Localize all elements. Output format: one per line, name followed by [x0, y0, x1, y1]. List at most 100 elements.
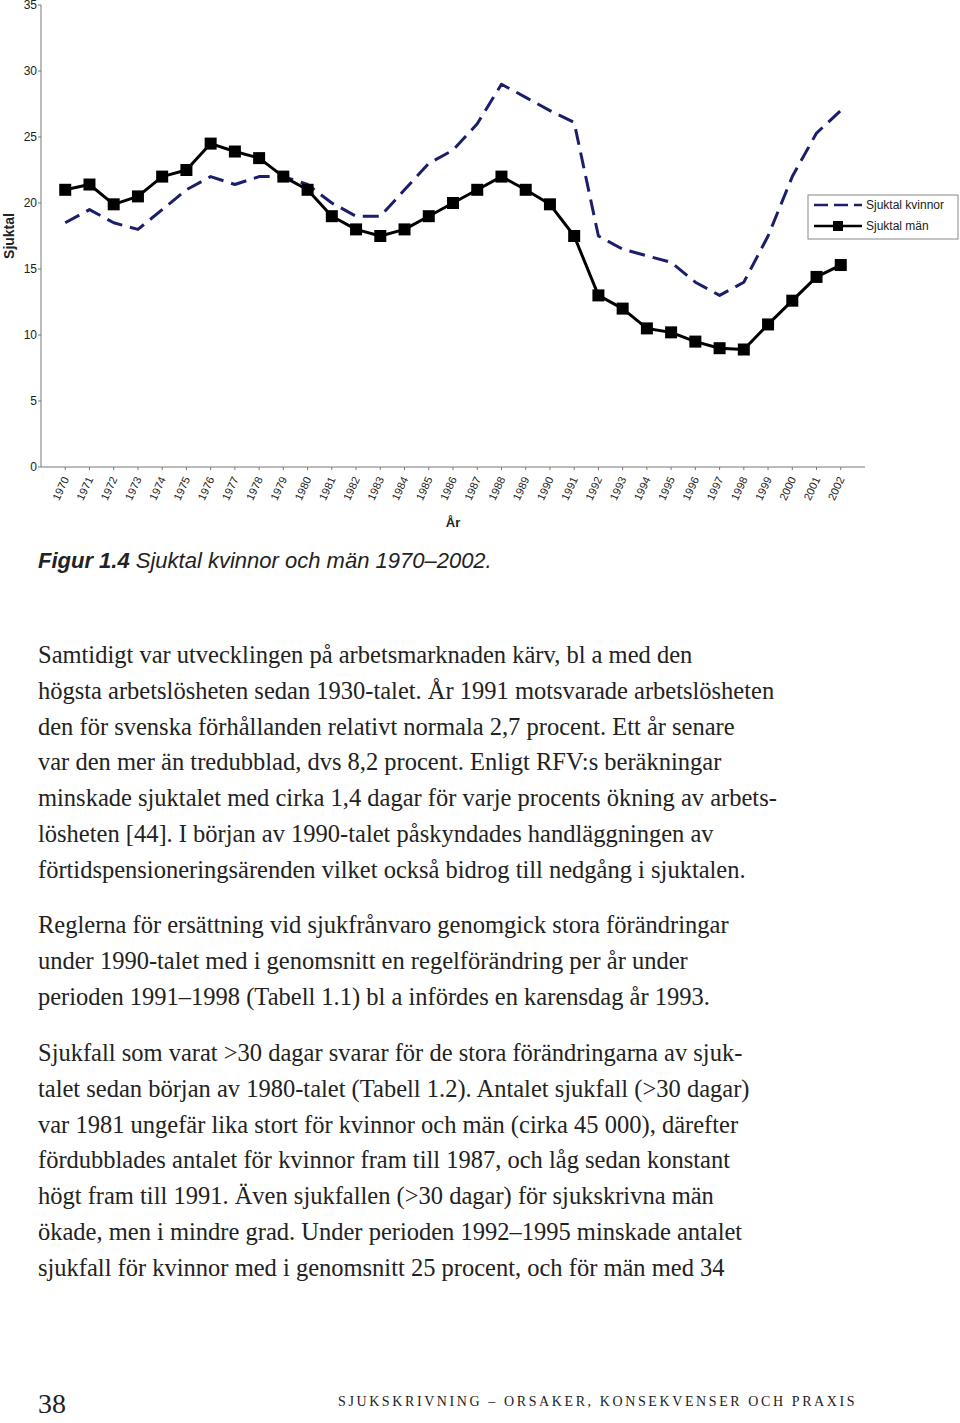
series-marker [399, 223, 411, 235]
x-tick-label: 1989 [510, 475, 531, 502]
caption-label: Figur 1.4 [38, 548, 130, 573]
x-tick [65, 467, 66, 470]
y-tick [38, 467, 41, 468]
series-marker [253, 152, 265, 164]
text-line: var 1981 ungefär lika stort för kvinnor … [38, 1110, 738, 1140]
series-marker [495, 171, 507, 183]
x-tick [259, 467, 260, 470]
series-marker [738, 344, 750, 356]
x-tick [113, 467, 114, 470]
series-marker [156, 171, 168, 183]
series-marker [59, 184, 71, 196]
y-tick-label: 35 [24, 0, 38, 12]
x-tick-label: 1997 [704, 475, 725, 502]
y-tick [38, 401, 41, 402]
x-tick [186, 467, 187, 470]
x-tick [428, 467, 429, 470]
series-marker [544, 198, 556, 210]
running-title: SJUKSKRIVNING – ORSAKER, KONSEKVENSER OC… [338, 1394, 857, 1410]
x-tick-label: 1970 [50, 475, 71, 502]
y-tick [38, 137, 41, 138]
series-marker [786, 295, 798, 307]
legend-label: Sjuktal kvinnor [866, 198, 944, 212]
text-line: perioden 1991–1998 (Tabell 1.1) bl a inf… [38, 982, 710, 1012]
series-marker [423, 210, 435, 222]
x-tick [404, 467, 405, 470]
series-marker [689, 336, 701, 348]
series-marker [132, 190, 144, 202]
text-line: fördubblades antalet för kvinnor fram ti… [38, 1145, 730, 1175]
x-tick-label: 1987 [462, 475, 483, 502]
text-line: den för svenska förhållanden relativt no… [38, 712, 735, 742]
text-line: talet sedan början av 1980-talet (Tabell… [38, 1074, 749, 1104]
series-marker [83, 179, 95, 191]
series-marker [302, 184, 314, 196]
x-tick [792, 467, 793, 470]
page: {"chart_data": {"type": "line", "x_label… [0, 0, 960, 1423]
text-line: ökade, men i mindre grad. Under perioden… [38, 1217, 742, 1247]
series-marker [229, 146, 241, 158]
series-marker [811, 271, 823, 283]
figure-caption: Figur 1.4 Sjuktal kvinnor och män 1970–2… [38, 548, 492, 574]
x-tick [768, 467, 769, 470]
plot-data [59, 84, 847, 355]
series-marker [108, 198, 120, 210]
y-tick [38, 203, 41, 204]
x-tick-label: 1980 [292, 475, 313, 502]
x-tick [477, 467, 478, 470]
x-tick-label: 1971 [74, 475, 95, 502]
x-tick [356, 467, 357, 470]
y-axis-line [41, 5, 42, 467]
y-tick-label: 15 [24, 262, 38, 276]
x-tick [162, 467, 163, 470]
y-tick-label: 0 [30, 460, 37, 474]
text-line: var den mer än tredubblad, dvs 8,2 proce… [38, 747, 721, 777]
series-marker [641, 322, 653, 334]
text-line: Samtidigt var utvecklingen på arbetsmark… [38, 640, 692, 670]
x-tick-label: 2001 [801, 475, 822, 502]
y-tick-label: 30 [24, 64, 38, 78]
x-tick-label: 1999 [753, 475, 774, 502]
x-tick-label: 2002 [825, 475, 846, 502]
x-tick-label: 1975 [171, 475, 192, 502]
x-tick-label: 1985 [413, 475, 434, 502]
text-line: sjukfall för kvinnor med i genomsnitt 25… [38, 1253, 725, 1283]
x-tick-label: 1984 [389, 475, 410, 502]
x-tick [331, 467, 332, 470]
series-marker [447, 197, 459, 209]
x-tick [283, 467, 284, 470]
y-tick-label: 25 [24, 130, 38, 144]
series-marker [350, 223, 362, 235]
x-tick-label: 1977 [219, 475, 240, 502]
x-tick [380, 467, 381, 470]
x-tick-label: 1979 [268, 475, 289, 502]
x-tick-label: 1990 [535, 475, 556, 502]
series-marker [180, 164, 192, 176]
x-tick-label: 1972 [98, 475, 119, 502]
x-tick [549, 467, 550, 470]
legend-label: Sjuktal män [866, 219, 929, 233]
text-line: Reglerna för ersättning vid sjukfrånvaro… [38, 910, 729, 940]
x-tick-label: 1981 [316, 475, 337, 502]
legend-swatch [814, 204, 862, 207]
x-tick [307, 467, 308, 470]
x-tick [695, 467, 696, 470]
series-marker [374, 230, 386, 242]
text-line: lösheten [44]. I början av 1990-talet på… [38, 819, 714, 849]
x-tick [598, 467, 599, 470]
x-tick-label: 1993 [607, 475, 628, 502]
chart: 0510152025303519701971197219731974197519… [0, 0, 960, 540]
x-tick [719, 467, 720, 470]
x-tick-label: 2000 [777, 475, 798, 502]
x-tick-label: 1988 [486, 475, 507, 502]
x-tick [574, 467, 575, 470]
x-tick [840, 467, 841, 470]
series-marker [471, 184, 483, 196]
x-tick [671, 467, 672, 470]
legend-marker [833, 221, 843, 231]
series-marker [520, 184, 532, 196]
x-tick-label: 1998 [728, 475, 749, 502]
series-line [65, 144, 841, 350]
legend: Sjuktal kvinnor Sjuktal män [808, 195, 958, 239]
y-tick [38, 5, 41, 6]
